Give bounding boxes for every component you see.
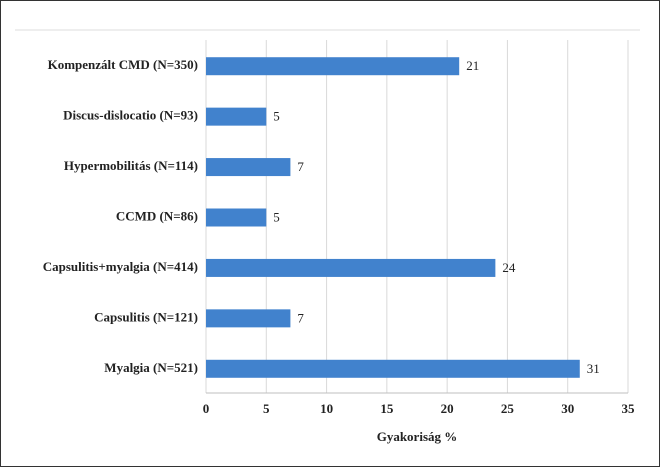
data-label: 5 [273, 209, 280, 224]
y-tick-label: Hypermobilitás (N=114) [64, 158, 198, 173]
x-tick-label: 25 [501, 401, 515, 416]
bar [206, 158, 291, 177]
bar [206, 107, 267, 126]
bar [206, 57, 460, 76]
y-tick-label: Capsulitis+myalgia (N=414) [43, 259, 198, 274]
y-tick-label: CCMD (N=86) [116, 208, 198, 223]
bar [206, 309, 291, 328]
x-tick-label: 5 [263, 401, 270, 416]
y-tick-label: Kompenzált CMD (N=350) [48, 57, 198, 72]
x-tick-label: 20 [441, 401, 454, 416]
y-tick-label: Capsulitis (N=121) [94, 309, 198, 324]
bar [206, 258, 496, 277]
data-label: 21 [466, 58, 479, 73]
x-tick-label: 0 [203, 401, 210, 416]
x-tick-label: 15 [380, 401, 394, 416]
x-tick-label: 35 [622, 401, 636, 416]
data-label: 31 [587, 361, 600, 376]
data-label: 24 [502, 260, 516, 275]
bar [206, 359, 580, 378]
data-label: 7 [297, 310, 304, 325]
data-label: 7 [297, 159, 304, 174]
bar [206, 208, 267, 227]
x-axis-title: Gyakoriság % [377, 429, 458, 444]
data-label: 5 [273, 109, 280, 124]
y-tick-label: Myalgia (N=521) [104, 360, 198, 375]
y-tick-label: Discus-dislocatio (N=93) [63, 108, 198, 123]
x-tick-label: 10 [320, 401, 333, 416]
x-tick-label: 30 [561, 401, 574, 416]
